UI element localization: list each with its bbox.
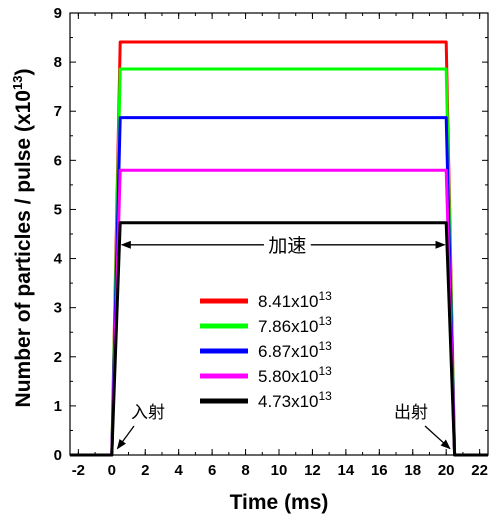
legend-label-exponent: 13 xyxy=(319,389,333,403)
extraction-label: 出射 xyxy=(394,403,428,423)
x-tick-label: 18 xyxy=(404,462,421,479)
x-tick-label: 22 xyxy=(471,462,488,479)
y-tick-label: 2 xyxy=(54,349,62,366)
legend-label-mantissa: 8.41x10 xyxy=(258,292,319,311)
x-tick-label: 2 xyxy=(141,462,149,479)
legend-label-exponent: 13 xyxy=(319,339,333,353)
y-tick-label: 7 xyxy=(54,103,62,120)
x-axis-title: Time (ms) xyxy=(230,491,329,514)
legend-label-5: 4.73x1013 xyxy=(258,389,332,411)
legend-label-1: 8.41x1013 xyxy=(258,289,332,311)
extraction-arrow xyxy=(424,425,451,450)
legend-label-exponent: 13 xyxy=(319,314,333,328)
legend-label-mantissa: 7.86x10 xyxy=(258,317,319,336)
y-tick-label: 5 xyxy=(54,201,62,218)
legend-label-mantissa: 6.87x10 xyxy=(258,342,319,361)
acceleration-label: 加速 xyxy=(268,235,306,257)
x-tick-label: 14 xyxy=(338,462,355,479)
injection-label: 入射 xyxy=(131,403,165,423)
y-axis-title-main: Number of particles / pulse (x10 xyxy=(12,90,35,407)
x-tick-label: 8 xyxy=(241,462,249,479)
y-tick-label: 8 xyxy=(54,54,62,71)
legend-label-exponent: 13 xyxy=(319,364,333,378)
legend-label-4: 5.80x1013 xyxy=(258,364,332,386)
legend-label-2: 7.86x1013 xyxy=(258,314,332,336)
legend-label-3: 6.87x1013 xyxy=(258,339,332,361)
x-tick-label: 16 xyxy=(371,462,388,479)
legend-label-exponent: 13 xyxy=(319,289,333,303)
y-tick-label: 3 xyxy=(54,300,62,317)
x-tick-label: 10 xyxy=(271,462,288,479)
x-tick-label: 12 xyxy=(304,462,321,479)
legend-label-mantissa: 4.73x10 xyxy=(258,392,319,411)
x-tick-label: 4 xyxy=(175,462,184,479)
x-tick-label: 0 xyxy=(108,462,116,479)
x-tick-label: 20 xyxy=(438,462,455,479)
y-axis-title: Number of particles / pulse (x1013) xyxy=(10,69,35,408)
y-tick-label: 6 xyxy=(54,152,62,169)
y-axis-title-close: ) xyxy=(12,69,35,76)
y-tick-label: 9 xyxy=(54,5,62,22)
y-tick-label: 4 xyxy=(54,251,63,268)
x-tick-label: -2 xyxy=(72,462,85,479)
y-tick-label: 0 xyxy=(54,447,62,464)
y-axis-title-exponent: 13 xyxy=(10,76,25,90)
legend-label-mantissa: 5.80x10 xyxy=(258,367,319,386)
injection-arrow xyxy=(116,425,135,450)
legend: 8.41x10137.86x10136.87x10135.80x10134.73… xyxy=(200,289,332,411)
x-tick-label: 6 xyxy=(208,462,216,479)
y-tick-label: 1 xyxy=(54,398,62,415)
